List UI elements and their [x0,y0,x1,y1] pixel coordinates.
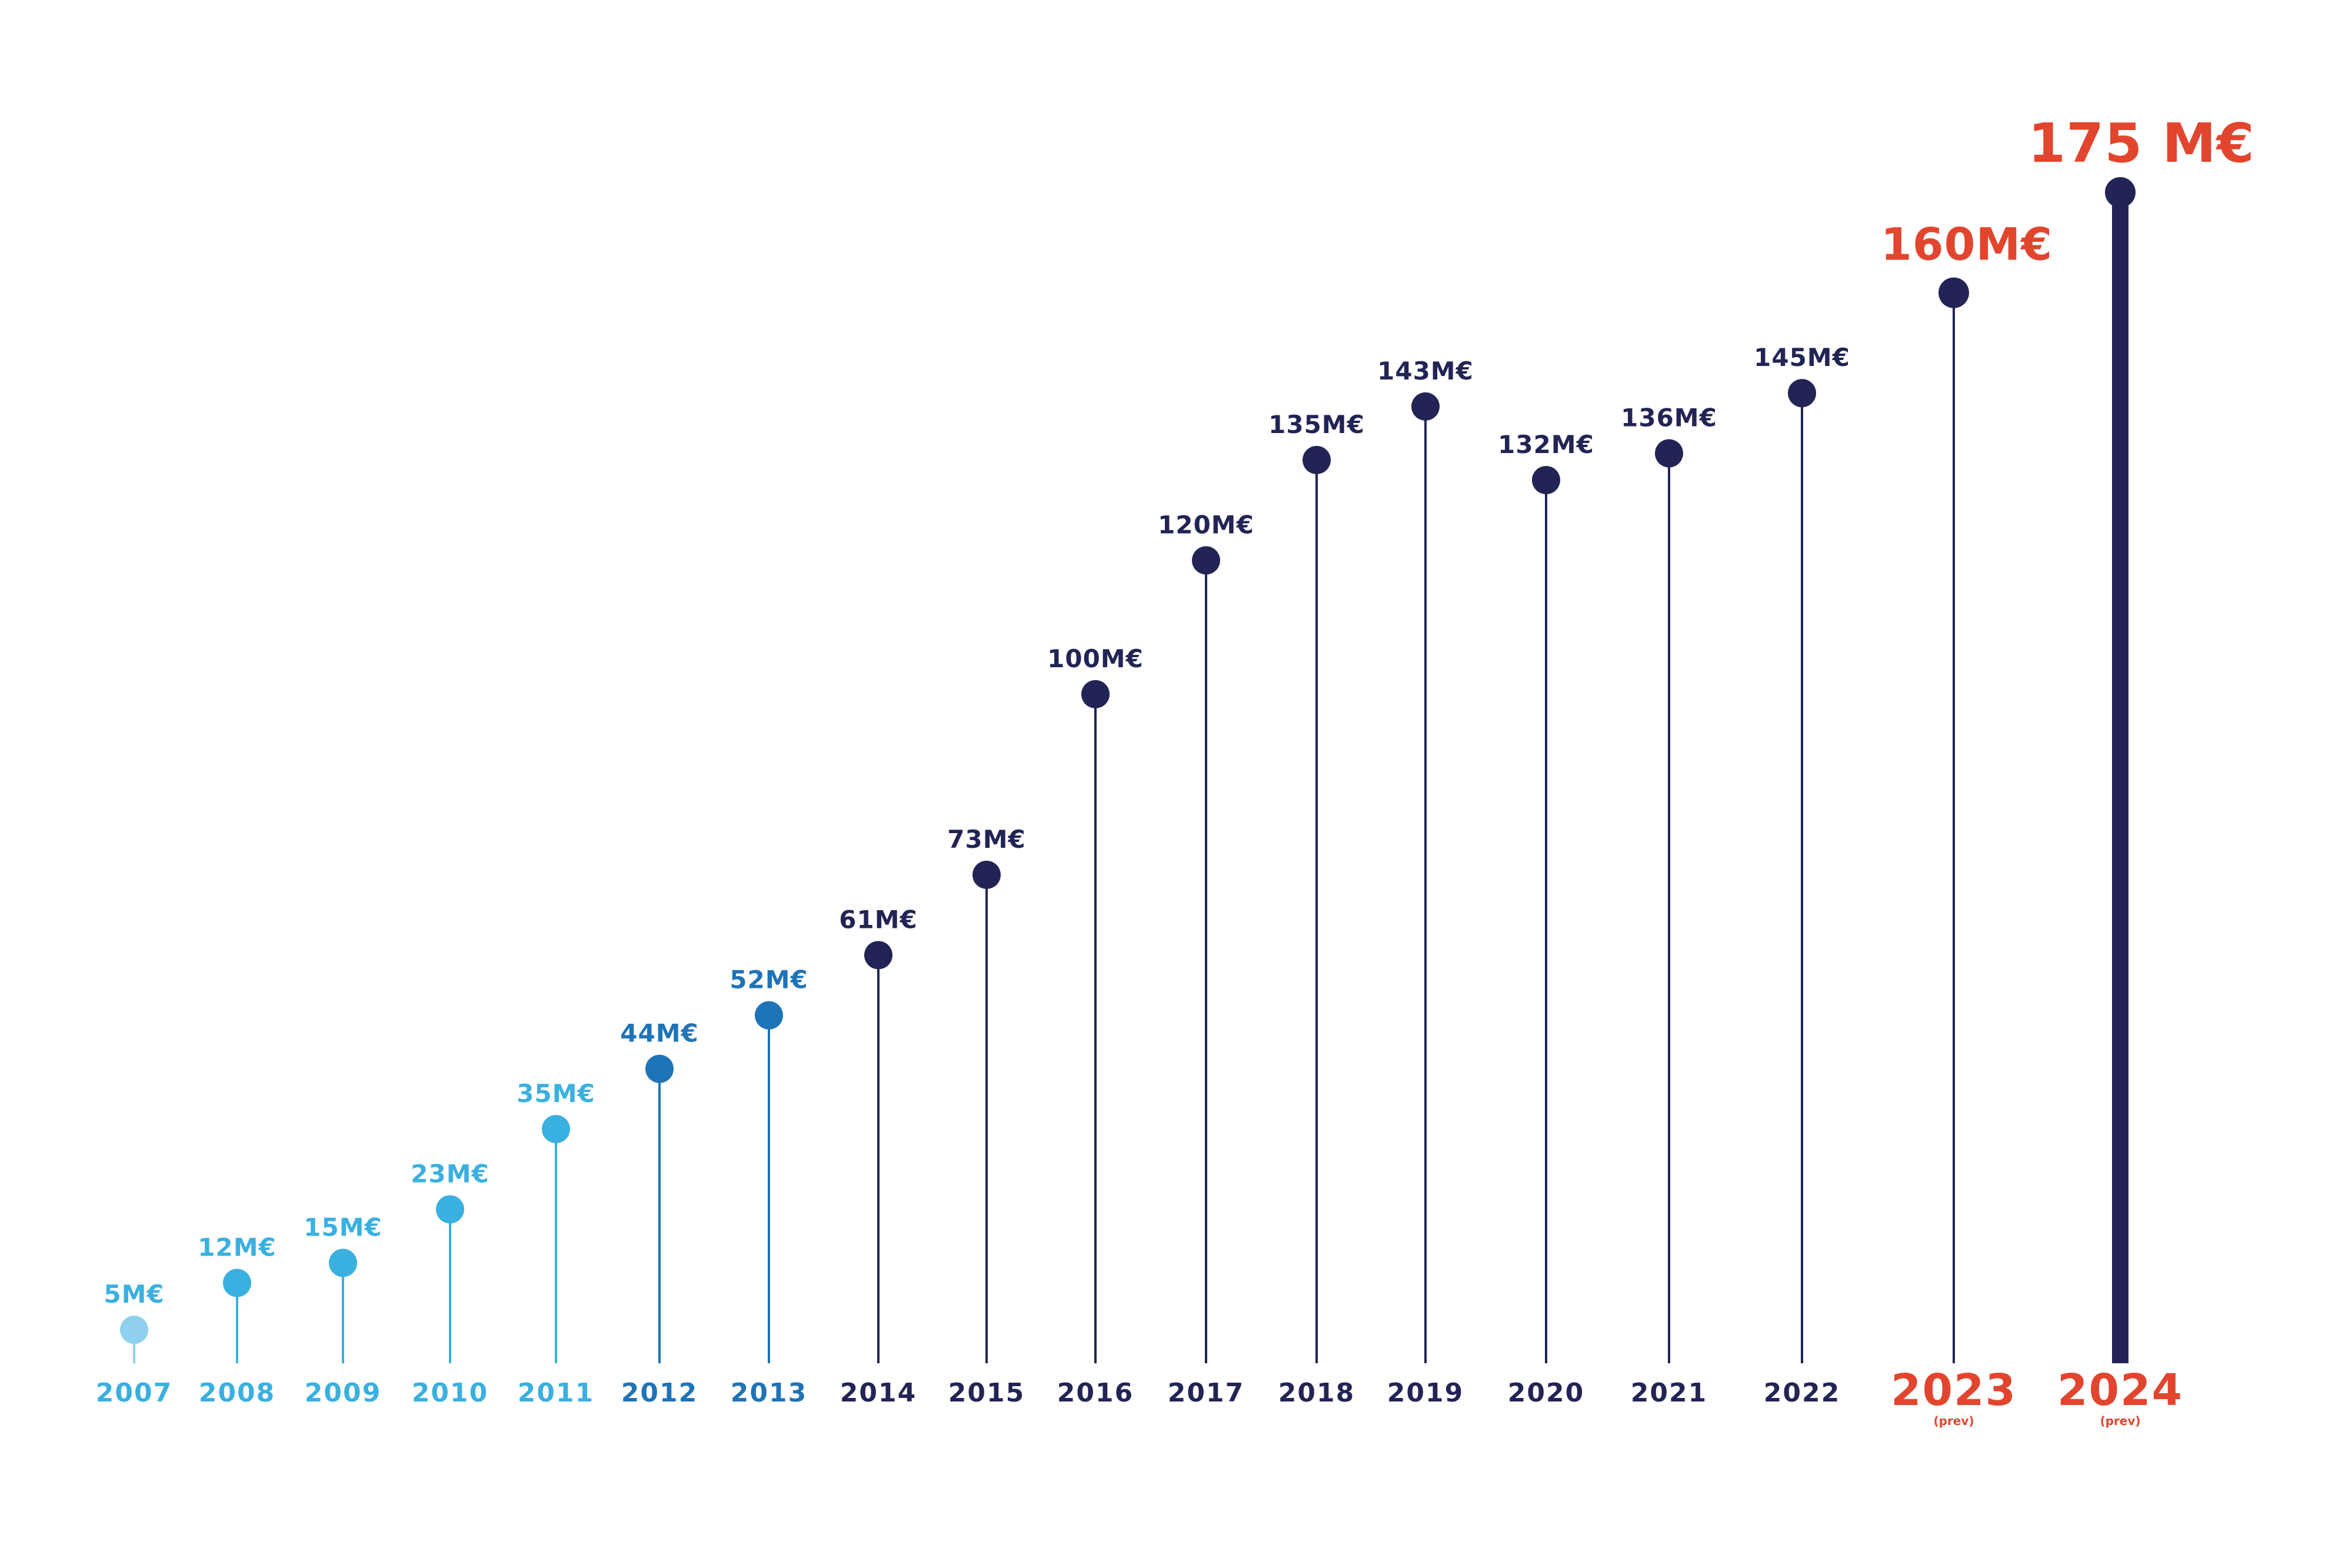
year-label-2015: 2015 [948,1378,1025,1408]
value-label-2013: 52M€ [730,966,808,994]
value-label-2015: 73M€ [947,825,1025,854]
year-label-2024: 2024 [2057,1365,2183,1416]
value-label-2008: 12M€ [198,1233,276,1262]
point-2024 [2105,177,2136,208]
year-label-2021: 2021 [1631,1378,1707,1408]
point-2022 [1788,379,1816,408]
value-label-2007: 5M€ [104,1280,164,1309]
point-2023 [1938,277,1969,308]
year-label-2007: 2007 [96,1378,172,1408]
point-2016 [1081,680,1110,708]
year-label-2022: 2022 [1764,1378,1840,1408]
point-2021 [1655,439,1683,468]
year-label-2023: 2023 [1891,1365,2017,1416]
point-2011 [542,1115,570,1143]
value-label-2014: 61M€ [839,905,917,934]
value-label-2020: 132M€ [1498,430,1594,459]
year-label-2019: 2019 [1387,1378,1464,1408]
value-label-2024: 175 M€ [2028,112,2255,175]
value-label-2018: 135M€ [1268,410,1365,439]
year-label-2016: 2016 [1057,1378,1134,1408]
value-label-2010: 23M€ [411,1159,489,1188]
point-2008 [223,1269,251,1297]
year-label-2008: 2008 [199,1378,275,1408]
point-2018 [1303,445,1331,474]
sublabel-2024: (prev) [2100,1414,2140,1428]
point-2013 [755,1001,783,1030]
year-label-2013: 2013 [731,1378,807,1408]
point-2015 [972,860,1001,889]
sublabel-2023: (prev) [1933,1414,1974,1428]
value-label-2017: 120M€ [1158,510,1254,539]
value-label-2009: 15M€ [304,1213,382,1241]
point-2007 [120,1316,148,1344]
point-2009 [329,1249,357,1277]
year-label-2017: 2017 [1168,1378,1244,1408]
year-label-2011: 2011 [518,1378,594,1408]
value-label-2022: 145M€ [1754,343,1850,372]
value-label-2019: 143M€ [1377,357,1474,385]
year-label-2014: 2014 [840,1378,917,1408]
year-label-2012: 2012 [621,1378,698,1408]
value-label-2012: 44M€ [620,1019,698,1048]
point-2012 [645,1054,674,1083]
point-2020 [1532,465,1560,494]
year-label-2009: 2009 [305,1378,381,1408]
value-label-2016: 100M€ [1047,644,1144,673]
year-label-2018: 2018 [1278,1378,1355,1408]
point-2019 [1411,392,1440,421]
point-2014 [864,941,892,970]
year-label-2010: 2010 [412,1378,488,1408]
value-label-2011: 35M€ [517,1079,595,1108]
point-2010 [436,1195,464,1224]
value-label-2021: 136M€ [1621,403,1717,432]
point-2017 [1192,546,1220,575]
year-label-2020: 2020 [1508,1378,1584,1408]
value-label-2023: 160M€ [1881,218,2053,271]
